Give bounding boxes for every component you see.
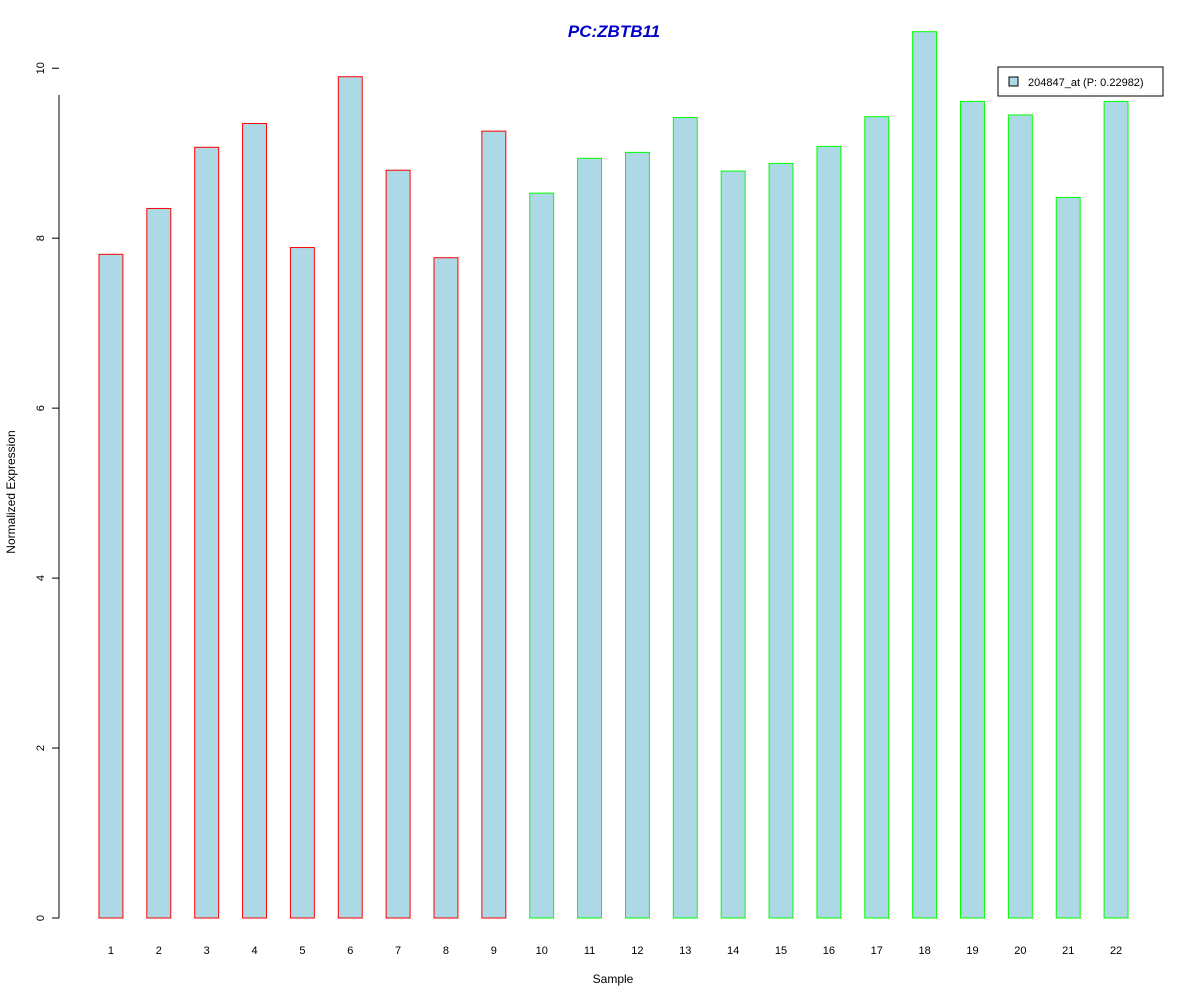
bar-sample-3 xyxy=(194,146,220,919)
y-axis-label: Normalized Expression xyxy=(4,430,18,553)
x-tick-label: 10 xyxy=(536,945,548,957)
bar-sample-15 xyxy=(768,162,794,919)
bar-sample-22 xyxy=(1103,100,1129,919)
x-tick-label: 2 xyxy=(156,945,162,957)
x-tick-label: 17 xyxy=(871,945,883,957)
legend-swatch xyxy=(1008,76,1019,87)
legend: 204847_at (P: 0.22982) xyxy=(997,66,1164,97)
x-tick-label: 5 xyxy=(299,945,305,957)
x-tick-label: 7 xyxy=(395,945,401,957)
x-tick-label: 6 xyxy=(347,945,353,957)
x-tick-label: 1 xyxy=(108,945,114,957)
x-tick-label: 11 xyxy=(584,945,595,957)
y-tick-label: 2 xyxy=(35,745,47,751)
y-tick-label: 8 xyxy=(35,235,47,241)
bar-sample-21 xyxy=(1055,196,1081,919)
legend-box xyxy=(997,66,1164,97)
x-axis-tick-labels: 1 2 3 4 5 6 7 8 9 10 11 12 13 14 15 16 17 18 19 20 21 22 xyxy=(108,945,1122,957)
y-tick-label: 10 xyxy=(35,62,47,74)
y-axis-ticks: 0 2 4 6 8 10 xyxy=(35,62,59,921)
x-tick-label: 21 xyxy=(1062,945,1074,957)
x-tick-label: 20 xyxy=(1014,945,1026,957)
bar-sample-2 xyxy=(146,207,172,919)
bar-sample-12 xyxy=(624,151,650,919)
x-tick-label: 14 xyxy=(727,945,739,957)
x-tick-label: 16 xyxy=(823,945,835,957)
bar-sample-4 xyxy=(242,122,267,919)
x-tick-label: 15 xyxy=(775,945,787,957)
legend-label: 204847_at (P: 0.22982) xyxy=(1028,77,1144,89)
bar-sample-13 xyxy=(672,117,698,919)
bar-sample-19 xyxy=(960,100,985,919)
x-tick-label: 12 xyxy=(631,945,643,957)
bar-sample-6 xyxy=(337,76,363,919)
y-tick-label: 6 xyxy=(35,405,47,411)
bar-sample-1 xyxy=(98,253,124,919)
bar-sample-5 xyxy=(289,247,315,919)
bar-sample-16 xyxy=(816,145,842,919)
y-tick-label: 4 xyxy=(35,575,47,581)
bar-sample-14 xyxy=(720,170,746,919)
x-tick-label: 22 xyxy=(1110,945,1122,957)
x-tick-label: 9 xyxy=(491,945,497,957)
bar-sample-18 xyxy=(912,31,938,919)
bar-sample-17 xyxy=(864,116,890,919)
x-tick-label: 8 xyxy=(443,945,449,957)
x-tick-label: 4 xyxy=(251,945,257,957)
bar-sample-20 xyxy=(1007,114,1033,919)
x-axis-label: Sample xyxy=(593,972,634,986)
bars xyxy=(98,31,1129,919)
bar-sample-8 xyxy=(433,257,459,919)
y-tick-label: 0 xyxy=(35,915,47,921)
x-tick-label: 18 xyxy=(918,945,930,957)
chart-title: PC:ZBTB11 xyxy=(568,22,660,41)
x-tick-label: 13 xyxy=(679,945,691,957)
bar-sample-11 xyxy=(577,157,603,919)
bar-sample-7 xyxy=(385,169,411,919)
x-tick-label: 19 xyxy=(966,945,978,957)
bar-sample-9 xyxy=(481,130,507,919)
bar-sample-10 xyxy=(529,192,555,919)
x-tick-label: 3 xyxy=(204,945,210,957)
